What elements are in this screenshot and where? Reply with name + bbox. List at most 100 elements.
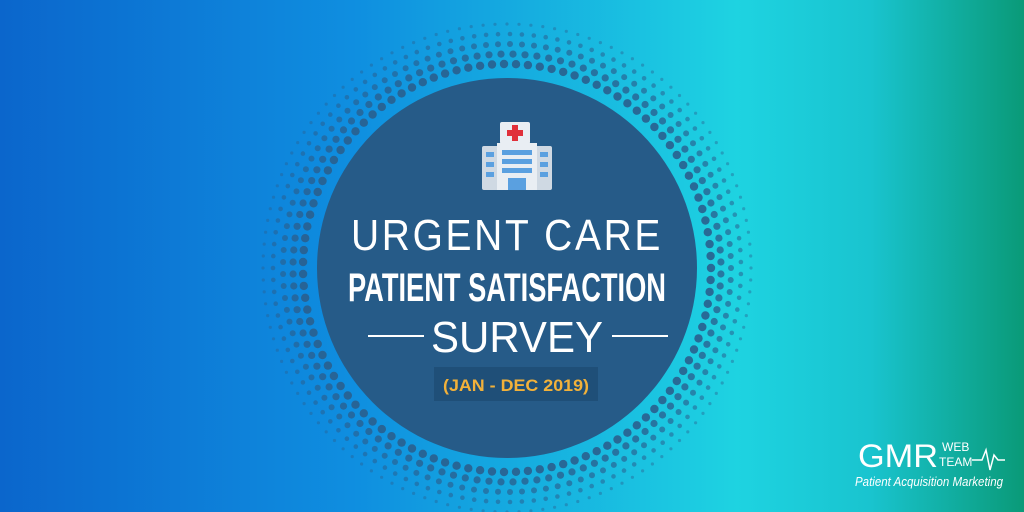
dot	[401, 487, 405, 491]
dot	[434, 32, 438, 37]
dot	[353, 430, 360, 437]
dot	[290, 151, 294, 155]
dot	[413, 469, 420, 476]
dot	[297, 352, 304, 359]
dot	[689, 345, 699, 354]
dot	[416, 69, 424, 77]
dot	[440, 458, 450, 467]
dot	[416, 459, 424, 467]
dot	[418, 449, 427, 458]
dot	[612, 80, 620, 88]
dot	[650, 108, 658, 117]
dot	[698, 177, 706, 185]
dot	[738, 271, 744, 277]
dot	[457, 505, 461, 509]
dot	[675, 121, 682, 127]
dot	[282, 295, 288, 301]
dot	[473, 52, 481, 60]
dot	[631, 80, 638, 87]
dot	[581, 75, 590, 85]
dot	[497, 478, 505, 486]
dot	[302, 130, 306, 134]
dot	[305, 317, 315, 326]
dot	[738, 337, 743, 341]
dot	[362, 451, 368, 457]
dot	[746, 230, 751, 234]
dot	[440, 69, 450, 78]
dot	[261, 266, 265, 270]
dot	[314, 145, 321, 152]
dot	[579, 64, 587, 72]
dot	[324, 430, 328, 434]
dot	[387, 95, 396, 105]
dot	[693, 166, 701, 174]
dot	[495, 499, 501, 505]
dot	[694, 193, 703, 202]
dot	[621, 63, 627, 68]
dot	[736, 295, 742, 301]
dot	[412, 491, 416, 495]
dot	[343, 391, 352, 400]
dot	[521, 477, 529, 485]
dot	[275, 218, 281, 223]
dot	[414, 481, 420, 487]
dot	[713, 222, 721, 230]
dot	[356, 108, 364, 117]
dot	[600, 52, 605, 57]
dot	[545, 474, 553, 482]
dot	[384, 442, 392, 450]
dot	[711, 374, 717, 380]
dot	[459, 484, 466, 491]
dot	[601, 74, 609, 82]
dot	[413, 60, 420, 67]
dot	[701, 311, 710, 320]
dot	[735, 348, 739, 352]
dot	[603, 441, 612, 450]
dot	[325, 145, 333, 153]
dot	[703, 188, 711, 196]
dot	[531, 42, 537, 49]
dot	[726, 370, 730, 374]
dot	[300, 151, 306, 156]
dot	[631, 462, 637, 467]
dot	[553, 27, 557, 31]
title-line-2: PATIENT SATISFACTION	[348, 266, 666, 310]
dot	[698, 351, 706, 359]
dot	[435, 51, 442, 58]
dot	[659, 103, 666, 110]
dot	[566, 49, 573, 56]
dot	[283, 306, 290, 313]
dot	[641, 100, 649, 109]
dot	[715, 234, 723, 242]
dot	[368, 110, 377, 119]
dot	[377, 102, 386, 112]
dot	[362, 79, 368, 85]
dot	[313, 131, 318, 136]
dot	[320, 121, 326, 127]
dot	[289, 199, 296, 206]
title-line-3: SURVEY	[431, 313, 603, 362]
dot	[683, 399, 690, 406]
dot	[672, 150, 681, 160]
dot	[716, 246, 724, 254]
dot	[296, 141, 300, 145]
dot	[542, 485, 549, 492]
dot	[592, 447, 601, 456]
dot	[716, 335, 723, 342]
dot	[545, 54, 553, 62]
dot	[589, 47, 594, 53]
dot	[720, 205, 726, 212]
dot	[720, 151, 724, 155]
dot	[703, 340, 711, 348]
dot	[424, 474, 431, 481]
dot	[667, 418, 674, 424]
dot	[293, 222, 301, 230]
dot	[475, 61, 485, 70]
dot	[314, 384, 321, 391]
dot	[487, 60, 497, 69]
dot	[392, 459, 398, 465]
dot	[651, 83, 656, 88]
dot	[325, 383, 333, 391]
dot	[690, 140, 696, 147]
dot	[641, 413, 651, 422]
